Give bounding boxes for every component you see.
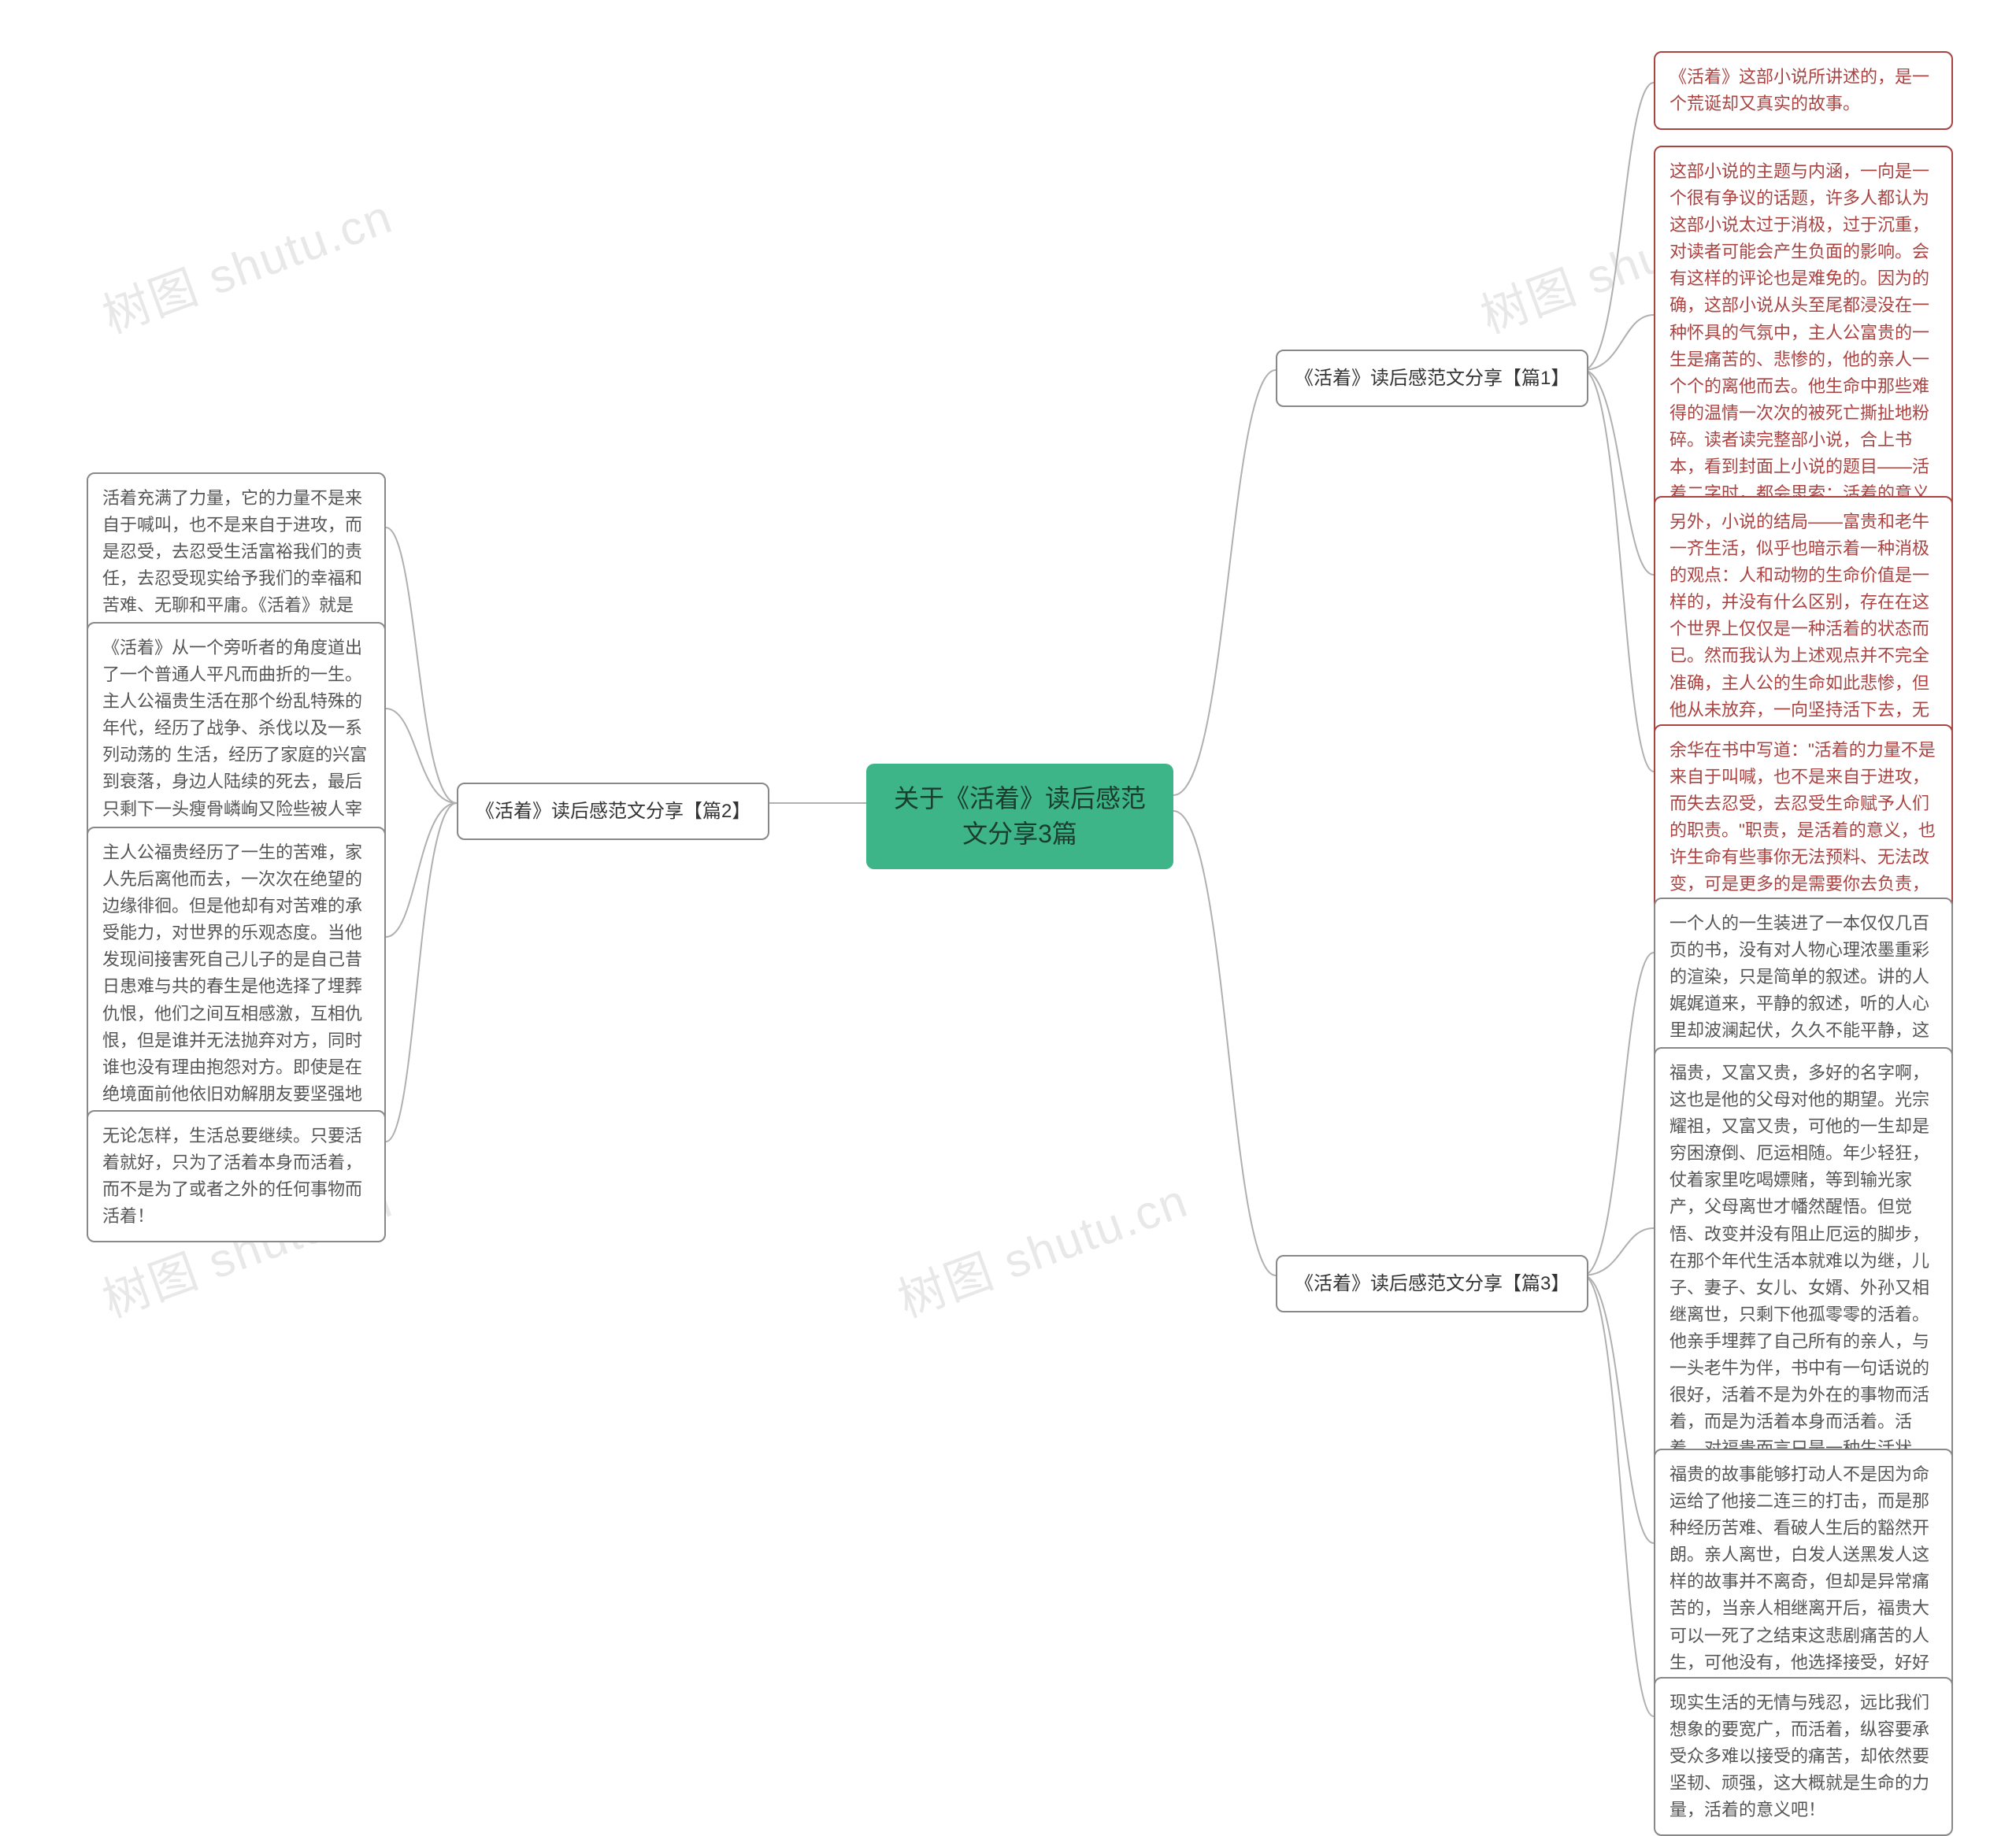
leaf-b3-4: 现实生活的无情与残忍，远比我们想象的要宽广，而活着，纵容要承受众多难以接受的痛苦… [1654,1677,1953,1836]
watermark: 树图 shutu.cn [92,179,401,347]
branch-3: 《活着》读后感范文分享【篇3】 [1276,1255,1588,1312]
branch-1: 《活着》读后感范文分享【篇1】 [1276,350,1588,407]
watermark: 树图 shutu.cn [888,1163,1196,1331]
branch-2: 《活着》读后感范文分享【篇2】 [457,783,769,840]
root-node: 关于《活着》读后感范文分享3篇 [866,764,1173,869]
leaf-b2-3: 主人公福贵经历了一生的苦难，家人先后离他而去，一次次在绝望的边缘徘徊。但是他却有… [87,827,386,1147]
leaf-b1-1: 《活着》这部小说所讲述的，是一个荒诞却又真实的故事。 [1654,51,1953,130]
leaf-b2-4: 无论怎样，生活总要继续。只要活着就好，只为了活着本身而活着，而不是为了或者之外的… [87,1110,386,1242]
